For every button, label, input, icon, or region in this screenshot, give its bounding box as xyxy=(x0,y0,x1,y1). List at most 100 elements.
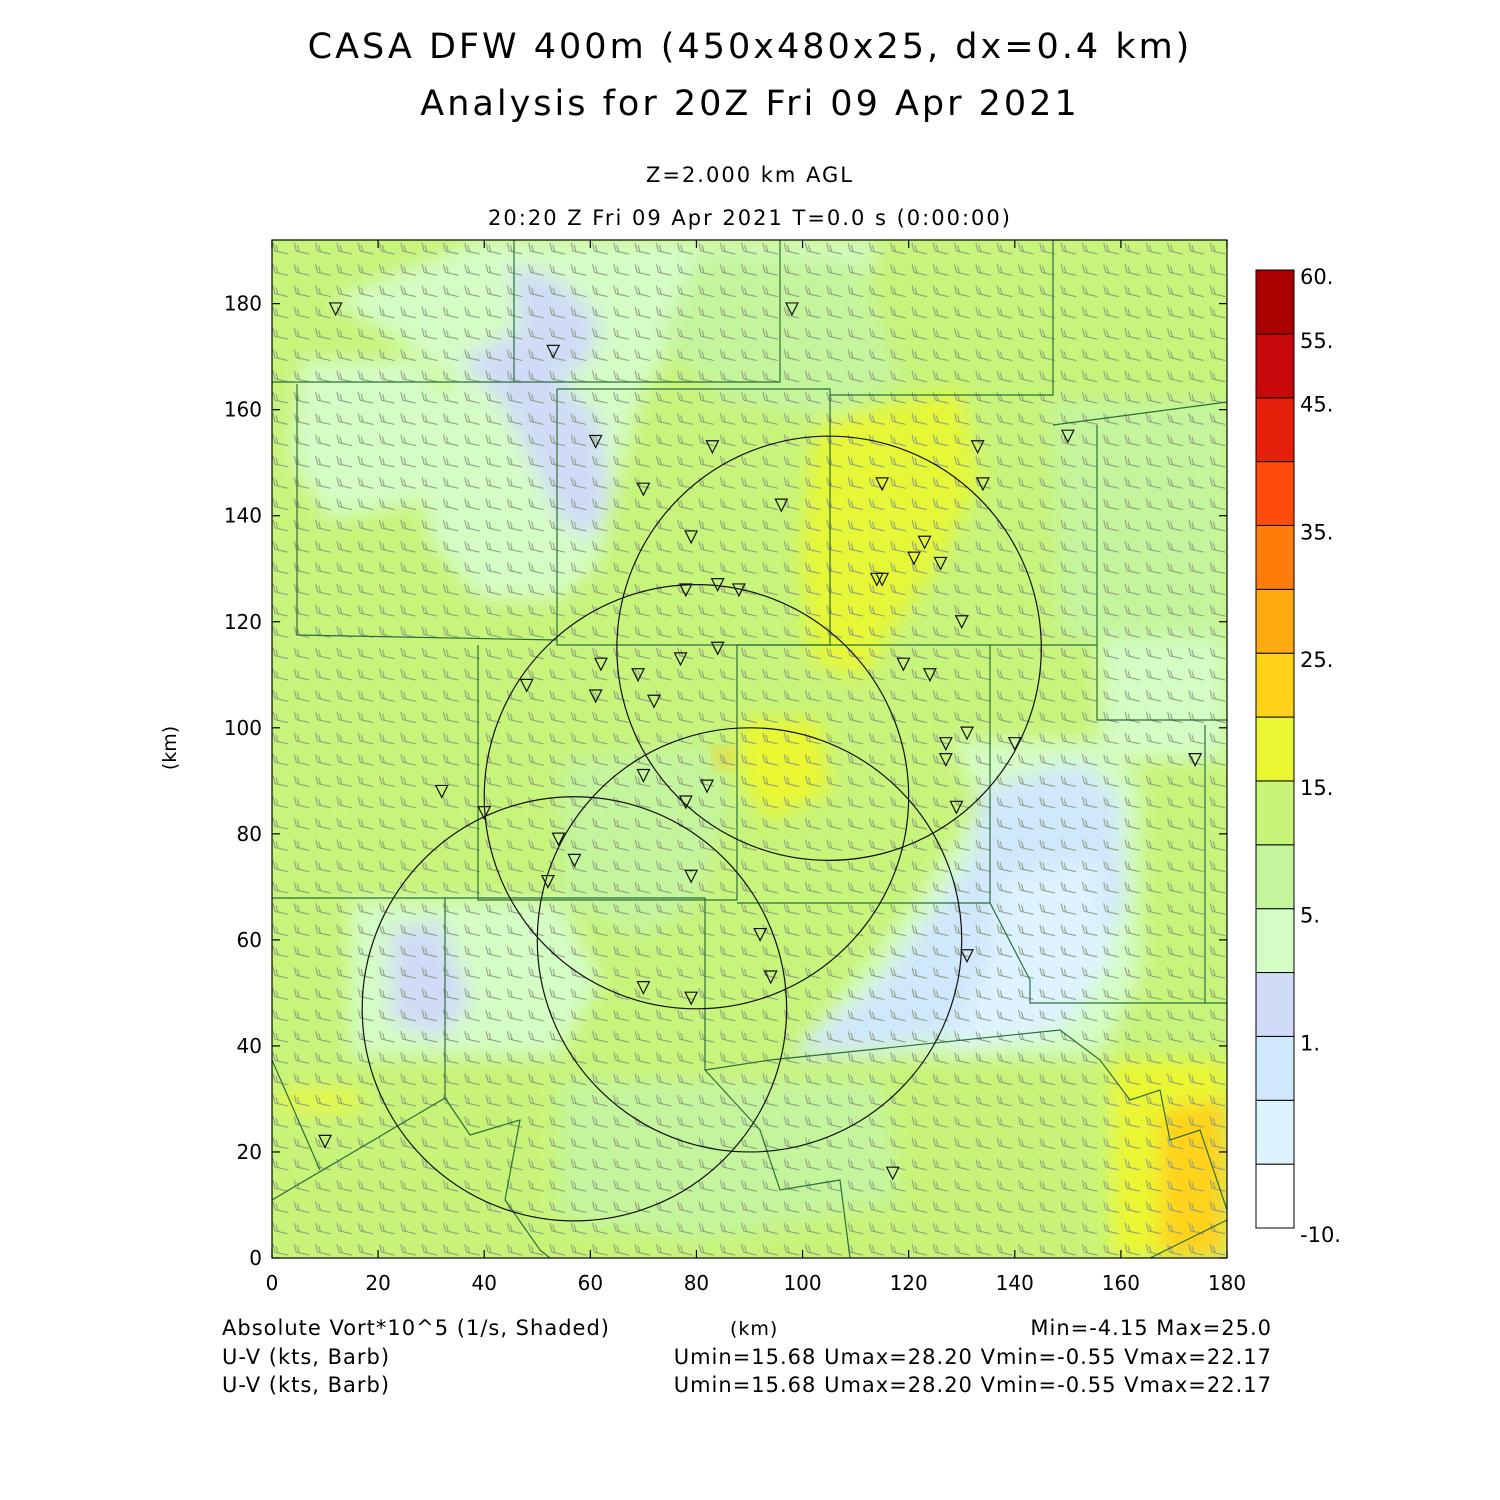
barb-label-2: U-V (kts, Barb) xyxy=(222,1373,391,1397)
station-marker xyxy=(700,779,715,794)
x-tick-label: 60 xyxy=(578,1271,603,1295)
radar-range-circle xyxy=(536,727,963,1153)
x-tick-label: 140 xyxy=(996,1271,1034,1295)
colorbar-label: 1. xyxy=(1300,1031,1320,1055)
x-axis-label: (km) xyxy=(730,1318,779,1340)
station-marker xyxy=(710,641,725,656)
y-tick-label: 60 xyxy=(237,928,262,952)
station-marker xyxy=(567,853,582,868)
station-marker xyxy=(477,806,492,820)
colorbar-swatch xyxy=(1255,972,1295,1037)
station-marker xyxy=(731,583,746,598)
colorbar-swatch xyxy=(1255,333,1295,399)
colorbar-swatch xyxy=(1255,269,1295,335)
station-marker xyxy=(684,869,699,884)
barb-stats-2: Umin=15.68 Umax=28.20 Vmin=-0.55 Vmax=22… xyxy=(673,1373,1272,1397)
station-marker xyxy=(960,949,974,964)
level-label: Z=2.000 km AGL xyxy=(645,163,855,187)
station-marker xyxy=(678,583,693,598)
station-marker xyxy=(636,768,651,783)
y-tick-label: 40 xyxy=(237,1034,262,1058)
station-marker xyxy=(588,434,603,449)
station-marker xyxy=(949,800,964,815)
y-tick-label: 100 xyxy=(224,716,262,740)
station-marker xyxy=(938,753,953,767)
colorbar-swatch xyxy=(1255,844,1295,910)
x-tick-label: 100 xyxy=(783,1271,821,1295)
station-marker xyxy=(938,737,953,752)
station-marker xyxy=(546,344,561,359)
colorbar-label: 55. xyxy=(1300,329,1333,353)
station-marker xyxy=(318,1134,333,1149)
station-marker xyxy=(1060,429,1075,444)
barb-label-1: U-V (kts, Barb) xyxy=(222,1345,391,1369)
station-marker xyxy=(540,874,555,889)
y-tick-label: 0 xyxy=(249,1246,262,1270)
station-marker xyxy=(588,689,603,704)
station-marker xyxy=(710,578,725,592)
station-marker xyxy=(636,980,651,995)
colorbar-label: 45. xyxy=(1300,393,1333,417)
station-marker xyxy=(673,652,688,667)
station-marker xyxy=(684,530,699,545)
colorbar-label: -10. xyxy=(1300,1223,1341,1247)
station-marker xyxy=(922,668,937,683)
plot-frame xyxy=(271,239,1228,1259)
y-tick-label: 80 xyxy=(237,822,262,846)
x-tick-label: 0 xyxy=(266,1271,279,1295)
station-marker xyxy=(631,668,646,683)
station-marker xyxy=(885,1166,900,1181)
x-tick-label: 80 xyxy=(684,1271,709,1295)
axes: 0 20 40 60 80 100 120 140 160 180 0 20 40 60 80 100 120 1… xyxy=(224,240,1246,1295)
min-max-label: Min=-4.15 Max=25.0 xyxy=(1030,1316,1272,1340)
station-marker xyxy=(328,302,343,317)
map-title-line2: Analysis for 20Z Fri 09 Apr 2021 xyxy=(420,84,1080,124)
station-marker xyxy=(551,832,566,847)
station-marker xyxy=(875,572,890,587)
colorbar: 60. 55. 45. 35. 25. 15. 5. 1. -10. xyxy=(1255,265,1341,1247)
vorticity-shading xyxy=(272,240,1227,1258)
field-description: Absolute Vort*10^5 (1/s, Shaded) xyxy=(222,1316,610,1340)
station-marker xyxy=(434,784,449,799)
colorbar-label: 60. xyxy=(1300,265,1333,289)
colorbar-swatch xyxy=(1255,1099,1295,1165)
station-marker xyxy=(774,498,789,513)
colorbar-swatch xyxy=(1255,461,1295,526)
colorbar-swatch xyxy=(1255,908,1295,974)
station-marker xyxy=(917,535,932,550)
colorbar-label: 5. xyxy=(1300,904,1320,928)
colorbar-label: 15. xyxy=(1300,776,1333,800)
station-marker xyxy=(678,795,693,810)
radar-range-circle xyxy=(361,796,788,1222)
y-tick-label: 180 xyxy=(224,292,262,316)
y-tick-label: 140 xyxy=(224,504,262,528)
colorbar-swatch xyxy=(1255,524,1295,590)
station-marker xyxy=(519,678,534,693)
colorbar-swatch xyxy=(1255,780,1295,846)
y-tick-label: 160 xyxy=(224,398,262,422)
x-tick-label: 20 xyxy=(365,1271,390,1295)
colorbar-swatch xyxy=(1255,652,1295,718)
colorbar-swatch xyxy=(1255,588,1295,654)
x-tick-label: 160 xyxy=(1102,1271,1140,1295)
colorbar-swatch xyxy=(1255,397,1295,463)
map-title-line1: CASA DFW 400m (450x480x25, dx=0.4 km) xyxy=(307,27,1193,67)
station-marker xyxy=(763,970,778,985)
station-marker xyxy=(705,440,720,455)
y-axis-label: (km) xyxy=(159,726,181,770)
x-tick-label: 120 xyxy=(890,1271,928,1295)
station-marker xyxy=(960,726,974,741)
x-tick-label: 180 xyxy=(1208,1271,1246,1295)
radar-range-circle xyxy=(616,435,1042,861)
colorbar-label: 25. xyxy=(1300,648,1333,672)
county-boundaries xyxy=(272,240,1227,1258)
station-marker xyxy=(636,482,651,497)
station-marker xyxy=(907,551,921,566)
colorbar-swatch xyxy=(1255,716,1295,782)
station-marker xyxy=(593,657,608,672)
station-marker xyxy=(954,615,969,630)
colorbar-swatch xyxy=(1255,1035,1295,1101)
station-marker xyxy=(975,477,990,492)
station-marker xyxy=(896,657,911,672)
